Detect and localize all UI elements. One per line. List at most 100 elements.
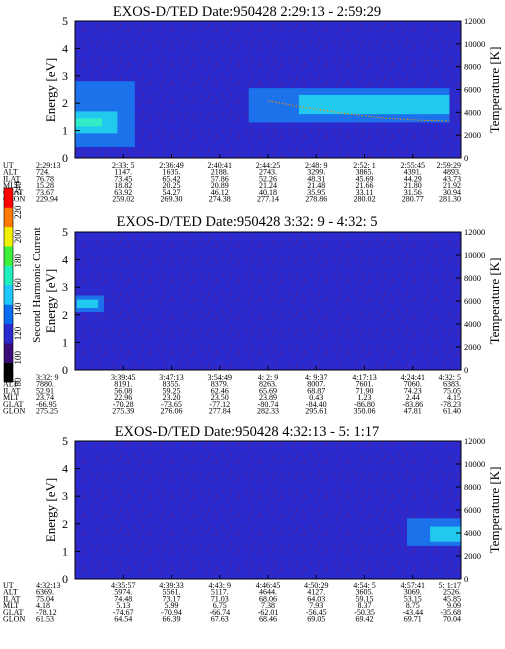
panel-1-table-cell: 21.80 <box>404 181 422 190</box>
panel-3-table-cell: 6369. <box>36 588 54 597</box>
panel-1-table-row-label: MLT <box>3 181 19 190</box>
panel-2-table-cell: 62.46 <box>211 386 229 395</box>
panel-1-title: EXOS-D/TED Date:950428 2:29:13 - 2:59:29 <box>113 4 381 20</box>
panel-2-temperature-tick-label: 12000 <box>464 227 485 237</box>
panel-3-table-cell: 68.06 <box>259 594 277 603</box>
panel-2-table-cell: -73.65 <box>161 400 182 409</box>
panel-1-temperature-ticks: 0 2000 4000 6000 8000 10000 12000 <box>456 16 485 163</box>
panel-1-table-cell: 229.94 <box>36 195 58 204</box>
panel-1-band-3 <box>75 118 103 127</box>
panel-2-table-cell: 295.61 <box>305 407 327 416</box>
panel-3-table-cell: 66.39 <box>163 615 181 624</box>
colorbar-swatch <box>4 304 13 325</box>
panel-2-bands <box>75 295 104 313</box>
panel-2-table-cell: 350.06 <box>354 407 376 416</box>
panel-3-energy-label: Energy [eV] <box>43 478 58 542</box>
panel-3-table-cell: 45.85 <box>443 594 461 603</box>
panel-3-energy-tick-label: 2 <box>62 517 68 531</box>
panel-3-energy-tick-label: 1 <box>62 544 68 558</box>
panel-1-table-cell: 1147. <box>114 168 132 177</box>
panel-2-table-cell: 65.69 <box>259 386 277 395</box>
panel-2-table-cell: 276.06 <box>161 407 183 416</box>
panel-1-table-cell: 1635. <box>163 168 181 177</box>
panel-2-table-cell: 3:54:49 <box>208 373 232 382</box>
panel-1-table-cell: 33.11 <box>356 188 374 197</box>
panel-1-table-cell: 2743. <box>259 168 277 177</box>
colorbar-swatch <box>4 323 13 344</box>
panel-1-temperature-tick-label: 8000 <box>464 62 481 72</box>
panel-3-temperature-tick-label: 6000 <box>464 505 481 515</box>
panel-1-table-cell: 54.27 <box>163 188 181 197</box>
panel-2-table-cell: 7060. <box>404 380 422 389</box>
panel-3-temperature-tick-label: 8000 <box>464 482 481 492</box>
panel-1-table-cell: 2:29:13 <box>36 161 60 170</box>
panel-1-table-cell: 281.30 <box>439 195 461 204</box>
panel-3-table-cell: 4:32:13 <box>36 581 60 590</box>
panel-2-table-cell: 7880. <box>36 380 54 389</box>
panel-1-table-cell: 2:55:45 <box>401 161 425 170</box>
panel-1-energy-tick-label: 3 <box>62 69 68 83</box>
panel-3-table-cell: 73.17 <box>163 594 181 603</box>
panel-2-temperature-ticks: 0 2000 4000 6000 8000 10000 12000 <box>456 227 485 375</box>
panel-1-table-cell: 21.48 <box>307 181 325 190</box>
panel-2-temperature-label: Temperature [K] <box>487 258 502 345</box>
panel-1-energy-tick-label: 2 <box>62 96 68 110</box>
panel-2-table-cell: 4.15 <box>447 393 461 402</box>
panel-1-energy-tick-label: 1 <box>62 124 68 138</box>
panel-2-table-cell: 22.96 <box>114 393 132 402</box>
panel-1-table-cell: 46.12 <box>211 188 229 197</box>
panel-1-table-row-label: ILAT <box>3 174 20 183</box>
panel-2-energy-tick-label: 4 <box>62 253 68 267</box>
panel-1-energy-tick-label: 5 <box>62 14 68 28</box>
panel-3-table-cell: 4.18 <box>36 601 50 610</box>
colorbar-tick-label: 140 <box>13 302 23 316</box>
colorbar-tick-label: 200 <box>13 229 23 243</box>
panel-1-temperature-tick-label: 2000 <box>464 130 481 140</box>
panel-2-table-cell: -84.40 <box>306 400 327 409</box>
panel-3-table-cell: 61.53 <box>36 615 54 624</box>
colorbar-tick-label: 220 <box>13 205 23 219</box>
panel-2-table-cell: 68.87 <box>307 386 325 395</box>
panel-2-temperature-tick-label: 2000 <box>464 342 481 352</box>
panel-2-table-cell: 8007. <box>307 380 325 389</box>
panel-1-energy-tick-label: 4 <box>62 41 68 55</box>
panel-3-energy-tick-label: 0 <box>62 572 68 586</box>
panel-2-table-cell: 3:39:45 <box>111 373 135 382</box>
panel-2-table-row-label: ILAT <box>3 386 20 395</box>
panel-3-table-cell: 64.54 <box>114 615 132 624</box>
panel-2-table-cell: 3:47:13 <box>159 373 183 382</box>
panel-2-temperature-tick-label: 4000 <box>464 319 481 329</box>
panel-1-table-cell: 269.30 <box>161 195 183 204</box>
panel-2-table-cell: 2.44 <box>406 393 420 402</box>
panel-3-temperature-tick-label: 10000 <box>464 459 485 469</box>
panel-3-table-cell: 4:54: 5 <box>353 581 375 590</box>
panel-2-orbit-table: UTALTILATMLTGLATGLON3:32: 97880.52.9123.… <box>3 373 461 416</box>
panel-2-table-cell: 4:17:13 <box>352 373 376 382</box>
panel-1-table-cell: 21.92 <box>443 181 461 190</box>
panel-1-energy-ticks: 0 1 2 3 4 5 <box>62 14 462 165</box>
panel-2-title: EXOS-D/TED Date:950428 3:32: 9 - 4:32: 5 <box>117 214 378 230</box>
panel-2-table-cell: -83.86 <box>402 400 423 409</box>
panel-2-table-cell: 1.23 <box>358 393 372 402</box>
panel-3-table-cell: -74.67 <box>113 608 134 617</box>
panel-1-energy-tick-label: 0 <box>62 151 68 165</box>
colorbar-label: Second Harmonic Current <box>31 227 43 342</box>
panel-1-table-cell: 73.45 <box>114 174 132 183</box>
panel-2-energy-tick-label: 2 <box>62 308 68 322</box>
panel-1-table-cell: 44.29 <box>404 174 422 183</box>
panel-3-temperature-ticks: 0 2000 4000 6000 8000 10000 12000 <box>456 436 485 584</box>
panel-2-temperature-tick-label: 8000 <box>464 273 481 283</box>
panel-2-table-cell: 275.25 <box>36 407 58 416</box>
panel-1-table-row-label: ALT <box>3 168 18 177</box>
panel-1-table-cell: 15.28 <box>36 181 54 190</box>
panel-2-table-cell: 6383. <box>443 380 461 389</box>
panel-3-table-cell: -56.45 <box>306 608 327 617</box>
panel-1-table-cell: 30.94 <box>443 188 461 197</box>
panel-2-table-cell: -77.12 <box>209 400 230 409</box>
panel-3-band-2 <box>430 526 461 542</box>
panel-1-table-cell: 4391. <box>404 168 422 177</box>
panel-2-table-cell: 61.40 <box>443 407 461 416</box>
panel-2-table-cell: 4: 2: 9 <box>258 373 278 382</box>
panel-3-table-cell: 8.37 <box>358 601 372 610</box>
panel-1-table-cell: 2:48: 9 <box>305 161 327 170</box>
